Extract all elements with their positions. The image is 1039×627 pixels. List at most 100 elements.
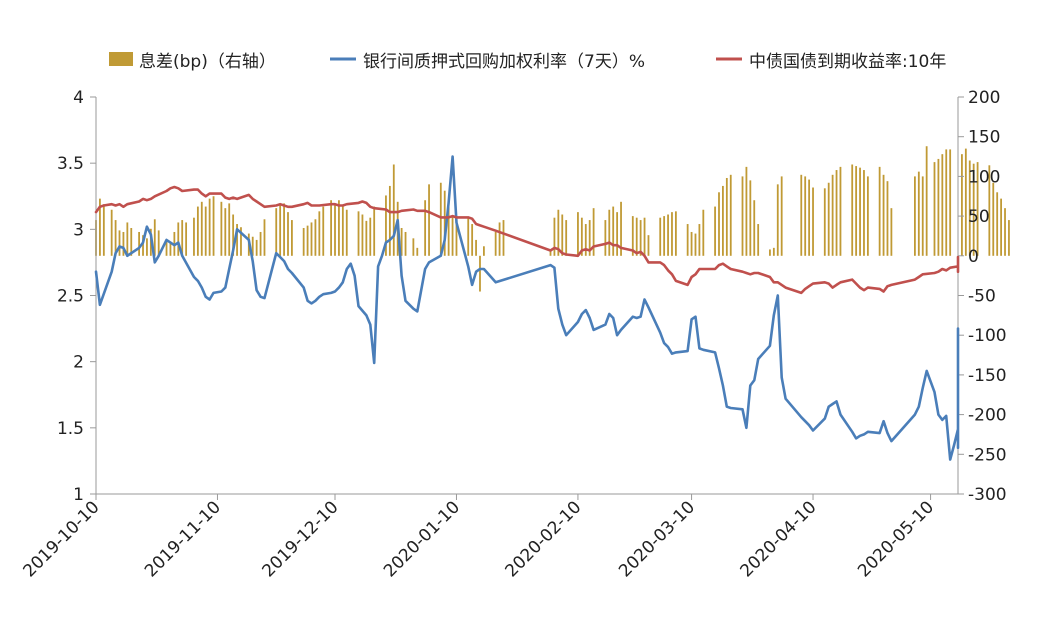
spread-bar: [553, 217, 556, 256]
spread-bar: [839, 166, 842, 256]
spread-bar: [153, 219, 156, 256]
spread-bar: [667, 214, 669, 256]
spread-bar: [483, 246, 485, 256]
spread-bar: [177, 222, 180, 256]
spread-bar: [392, 164, 395, 256]
left-tick-label: 1.5: [57, 419, 84, 439]
spread-bar: [498, 222, 501, 256]
x-tick-label: 2020-01-10: [380, 497, 464, 581]
spread-bar: [722, 185, 724, 256]
spread-bar: [330, 200, 332, 256]
spread-bar: [808, 179, 811, 256]
spread-bar: [776, 184, 779, 256]
spread-bar: [255, 239, 258, 256]
spread-bar: [287, 212, 289, 256]
spread-bar: [933, 162, 936, 256]
spread-bar: [639, 220, 642, 256]
spread-bar: [725, 177, 728, 256]
spread-bar: [937, 158, 940, 256]
left-tick-label: 4: [73, 88, 84, 108]
spread-bar: [236, 224, 238, 256]
spread-bar: [577, 212, 579, 256]
spread-bar: [224, 208, 227, 256]
spread-bar: [945, 149, 948, 256]
spread-bar: [631, 216, 634, 256]
spread-bar: [757, 224, 760, 256]
spread-bar: [263, 219, 266, 256]
spread-bar: [694, 233, 697, 256]
spread-bar: [961, 154, 963, 256]
spread-bar: [99, 198, 101, 256]
x-tick-label: 2019-12-10: [259, 497, 343, 581]
spread-bar: [745, 166, 748, 256]
spread-bar: [772, 247, 775, 256]
spread-bar: [138, 231, 140, 256]
spread-bar: [812, 187, 814, 256]
right-tick-label: -200: [968, 406, 1007, 426]
spread-bar: [114, 220, 117, 256]
legend-label-repo: 银行间质押式回购加权利率（7天）%: [363, 52, 645, 72]
spread-bar: [232, 214, 235, 256]
spread-bar: [1000, 198, 1002, 256]
spread-bar: [800, 174, 803, 256]
spread-bar: [804, 176, 807, 256]
spread-bar: [443, 190, 446, 256]
spread-bar: [882, 174, 885, 256]
spread-bar: [220, 201, 223, 256]
spread-bar: [361, 214, 364, 256]
spread-bar: [302, 228, 305, 256]
spread-bar: [674, 211, 677, 256]
right-tick-label: 50: [968, 207, 990, 227]
left-tick-label: 2: [73, 353, 84, 373]
spread-bar: [502, 220, 505, 256]
spread-bar: [769, 249, 771, 256]
spread-bar: [855, 166, 858, 256]
legend-label-spread: 息差(bp)（右轴）: [139, 52, 276, 72]
left-tick-label: 3: [73, 220, 84, 240]
spread-bar: [385, 195, 387, 256]
x-tick-label: 2020-02-10: [501, 497, 585, 581]
spread-bar: [659, 217, 662, 256]
spread-bar: [749, 180, 752, 256]
x-tick-label: 2019-10-10: [20, 497, 104, 581]
spread-bar: [914, 176, 916, 256]
spread-bar: [400, 228, 403, 256]
spread-bar: [890, 208, 893, 256]
spread-bar: [780, 176, 783, 256]
spread-bar: [416, 247, 419, 256]
right-tick-label: 200: [968, 88, 1000, 108]
spread-bar: [279, 204, 282, 256]
spread-bar: [964, 148, 967, 256]
right-tick-label: -150: [968, 366, 1007, 386]
right-tick-label: -300: [968, 485, 1007, 505]
spread-bar: [208, 198, 211, 256]
spread-bar: [467, 217, 470, 256]
spread-bar: [494, 231, 497, 256]
spread-bar: [565, 220, 568, 256]
spread-bar: [976, 162, 979, 256]
x-tick-label: 2020-03-10: [615, 497, 699, 581]
spread-bar: [823, 188, 826, 256]
spread-bar: [921, 176, 924, 256]
right-tick-label: -250: [968, 445, 1007, 465]
spread-bar: [142, 235, 144, 256]
spread-bar: [357, 211, 360, 256]
bond-yield-line: [94, 185, 960, 295]
spread-bar: [718, 192, 720, 256]
legend-label-yield: 中债国债到期收益率:10年: [749, 52, 946, 72]
spread-bar: [322, 206, 325, 256]
spread-bar: [741, 176, 744, 256]
spread-bar: [1004, 208, 1006, 256]
spread-bar: [404, 231, 407, 256]
spread-bar: [169, 241, 172, 256]
spread-bar: [996, 192, 999, 256]
repo-rate-line: [94, 155, 960, 461]
spread-bar: [146, 238, 148, 256]
spread-bar: [988, 165, 991, 256]
x-tick-label: 2019-11-10: [141, 497, 225, 581]
spread-bar: [863, 170, 865, 256]
spread-bar: [941, 154, 944, 256]
spread-bar: [729, 174, 732, 256]
spread-bar: [228, 203, 231, 256]
